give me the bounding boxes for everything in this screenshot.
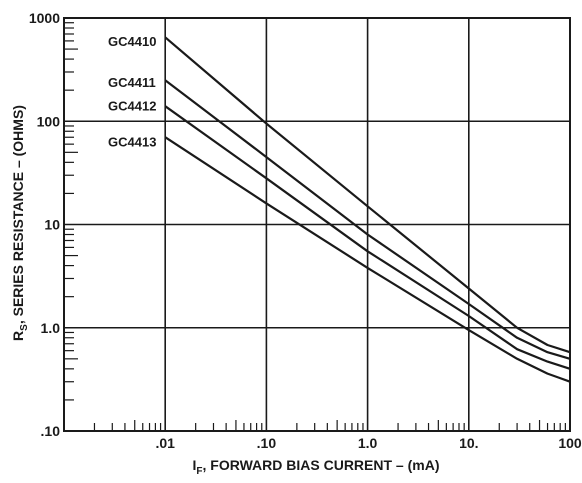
y-tick-label: 100 bbox=[37, 113, 61, 129]
x-tick-label: 100 bbox=[558, 435, 582, 451]
y-axis-label: RS, SERIES RESISTANCE – (OHMS) bbox=[10, 105, 30, 341]
x-axis-label: IF, FORWARD BIAS CURRENT – (mA) bbox=[193, 457, 440, 477]
y-tick-label: 1.0 bbox=[41, 320, 61, 336]
series-label-gc4412: GC4412 bbox=[108, 99, 156, 114]
x-tick-label: 1.0 bbox=[358, 435, 378, 451]
y-tick-label: .10 bbox=[41, 423, 61, 439]
plot-frame bbox=[63, 17, 571, 432]
y-tick-labels: .10 1.0 10 100 1000 bbox=[29, 10, 60, 439]
series-label-gc4410: GC4410 bbox=[108, 34, 156, 49]
series-line-gc4413 bbox=[164, 136, 571, 383]
x-tick-label: .10 bbox=[257, 435, 277, 451]
series-labels: GC4410 GC4411 GC4412 GC4413 bbox=[108, 34, 156, 149]
series-line-gc4412 bbox=[164, 105, 571, 370]
series-line-gc4410 bbox=[164, 36, 571, 354]
y-tick-label: 10 bbox=[44, 217, 60, 233]
y-tick-label: 1000 bbox=[29, 10, 60, 26]
x-tick-label: .01 bbox=[155, 435, 175, 451]
series-line-gc4411 bbox=[164, 79, 571, 360]
series-lines bbox=[164, 36, 571, 383]
x-tick-label: 10. bbox=[459, 435, 478, 451]
series-label-gc4413: GC4413 bbox=[108, 134, 156, 149]
minor-ticks bbox=[64, 22, 566, 431]
x-tick-labels: .01 .10 1.0 10. 100 bbox=[155, 435, 581, 451]
series-label-gc4411: GC4411 bbox=[108, 75, 156, 90]
